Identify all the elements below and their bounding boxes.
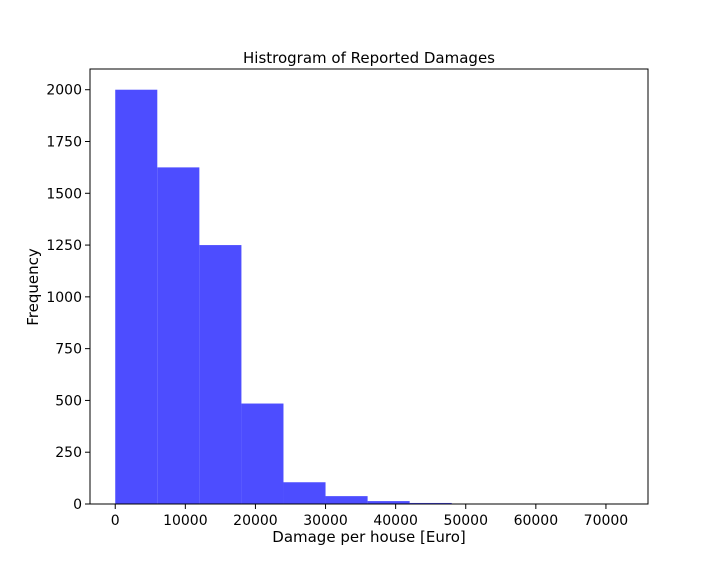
- x-tick-label: 40000: [373, 513, 418, 529]
- x-tick-label: 30000: [303, 513, 348, 529]
- y-axis-label: Frequency: [24, 248, 42, 326]
- bars-group: [115, 89, 620, 505]
- y-tick-label: 500: [55, 393, 82, 409]
- y-tick-label: 2000: [46, 83, 82, 99]
- y-tick-label: 250: [55, 445, 82, 461]
- y-tick-label: 0: [73, 497, 82, 513]
- x-tick-label: 20000: [233, 513, 278, 529]
- plot-frame: [89, 68, 649, 505]
- y-tick-label: 750: [55, 342, 82, 358]
- y-tick-label: 1750: [46, 135, 82, 151]
- x-tick-label: 50000: [443, 513, 488, 529]
- histogram-bar: [115, 89, 158, 504]
- chart-title: Histrogram of Reported Damages: [243, 49, 495, 67]
- histogram-bar: [409, 502, 452, 504]
- x-axis-label: Damage per house [Euro]: [272, 528, 465, 546]
- histogram-bar: [325, 496, 368, 504]
- x-tick-label: 60000: [514, 513, 559, 529]
- histogram-bar: [241, 403, 284, 504]
- histogram-bar: [283, 482, 326, 504]
- histogram-bar: [367, 501, 410, 504]
- x-tick-label: 10000: [163, 513, 208, 529]
- histogram-bar: [199, 245, 242, 505]
- y-tick-label: 1500: [46, 186, 82, 202]
- x-tick-label: 0: [111, 513, 120, 529]
- y-tick-label: 1250: [46, 238, 82, 254]
- histogram-bar: [157, 167, 200, 504]
- y-axis-ticks: 0 250 500 750 1000 1250 1500 1750 2000: [46, 83, 90, 513]
- x-tick-label: 70000: [584, 513, 629, 529]
- x-axis-ticks: 0 10000 20000 30000 40000 50000 60000 70000: [111, 504, 628, 529]
- y-tick-label: 1000: [46, 290, 82, 306]
